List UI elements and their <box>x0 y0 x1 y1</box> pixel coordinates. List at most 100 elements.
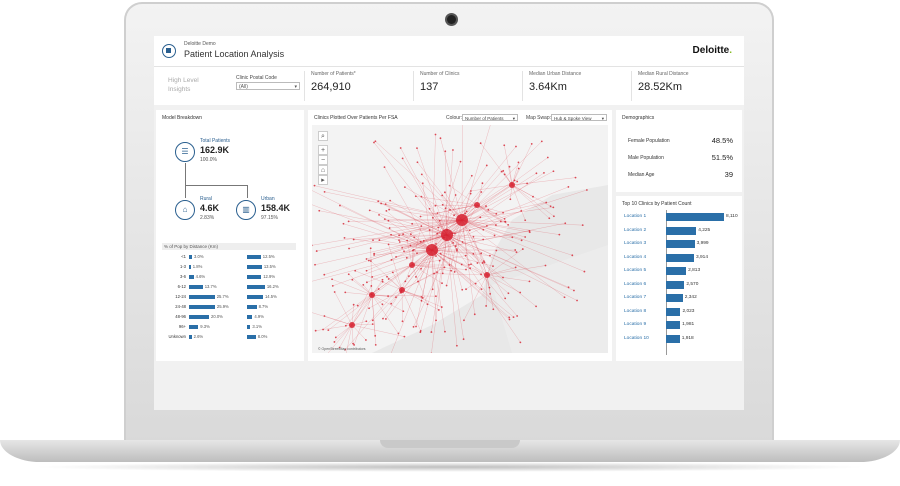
pan-icon[interactable]: ▸ <box>318 175 328 185</box>
spoke-line <box>461 219 585 272</box>
patient-point <box>430 331 433 333</box>
clinic-location-label[interactable]: Location 7 <box>624 295 647 300</box>
clinic-bar[interactable] <box>666 267 687 275</box>
patient-point <box>387 278 390 280</box>
spoke-line <box>389 219 463 229</box>
patient-point <box>469 190 472 192</box>
patient-point <box>504 221 507 223</box>
spoke-line <box>446 234 517 253</box>
kpi-value: 28.52Km <box>638 81 683 93</box>
clinic-bar[interactable] <box>666 321 681 329</box>
patient-point <box>530 142 533 145</box>
rural-bar <box>189 284 203 289</box>
clinic-count: 2,342 <box>684 295 697 300</box>
spoke-line <box>453 204 478 216</box>
patient-point <box>369 260 372 262</box>
clinic-bar[interactable] <box>666 307 681 316</box>
clinic-hub[interactable] <box>399 287 405 293</box>
clinic-hub[interactable] <box>484 272 490 278</box>
spoke-line <box>412 219 463 225</box>
colour-select[interactable]: Number of Patients ▾ <box>462 114 518 121</box>
spoke-line <box>402 158 448 236</box>
spoke-line <box>463 274 488 321</box>
urban-value: 8.0% <box>257 334 268 339</box>
patient-point <box>399 147 402 149</box>
clinic-hub[interactable] <box>456 214 468 226</box>
patient-point <box>313 184 316 187</box>
distance-label: 12-24 <box>175 294 186 299</box>
clinic-hub[interactable] <box>474 202 480 208</box>
clinic-location-label[interactable]: Location 6 <box>624 281 647 287</box>
map-swap-select[interactable]: Hub & Spoke View ▾ <box>551 114 607 121</box>
clinic-location-label[interactable]: Location 8 <box>624 308 647 314</box>
spoke-line <box>431 230 530 251</box>
spoke-line <box>461 219 565 298</box>
patient-point <box>356 304 359 307</box>
patient-point <box>571 254 574 257</box>
patient-point <box>461 241 464 243</box>
patient-point <box>371 275 374 278</box>
patient-point <box>469 192 472 195</box>
spoke-line <box>431 249 476 284</box>
patient-point <box>439 137 442 140</box>
patient-point <box>583 270 586 273</box>
patient-point <box>352 342 354 345</box>
urban-value: 13.5% <box>263 264 276 269</box>
clinic-location-label[interactable]: Location 10 <box>624 335 649 341</box>
patient-point <box>367 259 370 262</box>
postal-code-select[interactable]: (All) ▾ <box>236 82 300 90</box>
spoke-line <box>437 204 478 214</box>
kpi-value: 3.64Km <box>529 81 567 93</box>
patient-point <box>426 303 429 306</box>
clinic-bar[interactable] <box>666 280 685 289</box>
zoom-in-button[interactable]: + <box>318 145 328 155</box>
clinic-location-label[interactable]: Location 5 <box>624 268 647 273</box>
clinic-location-label[interactable]: Location 9 <box>624 322 647 327</box>
patient-point <box>387 243 390 246</box>
patient-point <box>514 266 517 269</box>
home-icon[interactable]: ⌂ <box>318 165 328 175</box>
search-map-icon[interactable]: ⌕ <box>318 131 328 141</box>
zoom-out-button[interactable]: − <box>318 155 328 165</box>
patient-point <box>517 167 520 170</box>
clinic-location-label[interactable]: Location 4 <box>624 254 647 260</box>
patient-point <box>473 313 476 316</box>
spoke-line <box>312 249 433 282</box>
clinic-bar[interactable] <box>666 213 724 221</box>
clinic-location-label[interactable]: Location 3 <box>624 241 647 246</box>
spoke-line <box>370 248 373 296</box>
spoke-line <box>348 274 373 296</box>
clinic-hub[interactable] <box>509 182 515 188</box>
patient-point <box>465 288 467 291</box>
spoke-line <box>351 285 372 326</box>
patient-point <box>368 209 371 212</box>
spoke-line <box>446 234 458 346</box>
kpi-row: High Level Insights Clinic Postal Code (… <box>154 67 744 105</box>
laptop-notch <box>380 440 520 448</box>
clinic-hub[interactable] <box>426 244 438 256</box>
clinic-bar[interactable] <box>666 226 697 235</box>
clinic-bar[interactable] <box>666 240 695 248</box>
map-canvas[interactable]: ⌕ + − ⌂ ▸ © OpenStreetMap contributors <box>312 125 608 353</box>
patient-point <box>509 198 512 201</box>
patient-point <box>515 251 518 254</box>
clinic-bar[interactable] <box>666 334 680 343</box>
clinic-hub[interactable] <box>369 292 375 298</box>
patient-point <box>419 329 422 332</box>
clinic-hub[interactable] <box>409 262 415 268</box>
clinic-bar[interactable] <box>666 294 683 302</box>
patient-point <box>485 224 488 227</box>
clinic-location-label[interactable]: Location 2 <box>624 227 647 233</box>
spoke-line <box>366 234 448 271</box>
patient-point <box>377 200 380 203</box>
clinic-location-label[interactable]: Location 1 <box>624 214 647 219</box>
hub-spoke-map[interactable] <box>312 125 608 353</box>
clinic-bar[interactable] <box>666 253 694 262</box>
distance-label: 1-3 <box>179 264 186 269</box>
spoke-line <box>446 150 454 236</box>
patient-point <box>362 283 365 286</box>
rural-value: 25.7% <box>216 294 229 299</box>
clinic-hub[interactable] <box>349 322 355 328</box>
map-swap-label: Map Swap: <box>526 115 552 121</box>
patient-point <box>435 242 437 245</box>
